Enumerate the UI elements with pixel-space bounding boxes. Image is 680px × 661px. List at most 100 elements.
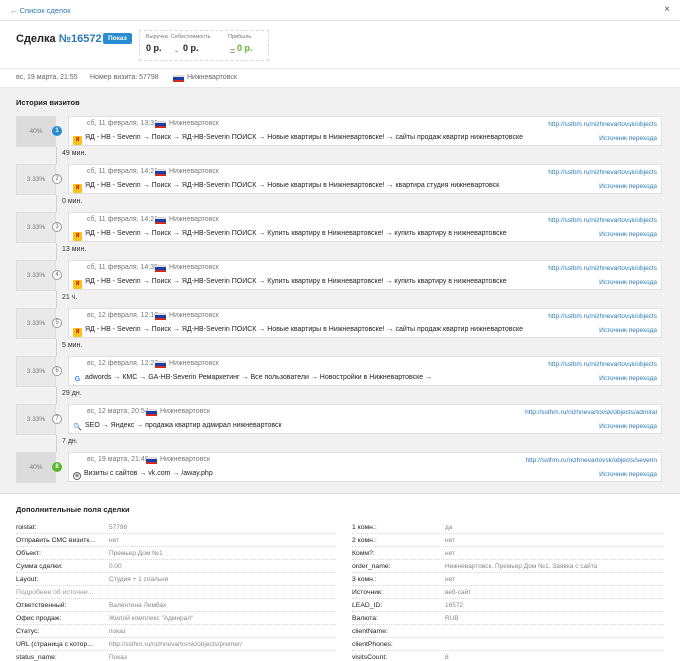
visit-date: вс, 12 февраля, 12:22 <box>87 360 159 367</box>
field-row: visitsCount: 8 <box>352 651 664 661</box>
russia-flag-icon <box>155 121 166 128</box>
timeline-line <box>56 339 57 356</box>
visit-card: сб, 11 февраля, 14:21 Нижневартовск http:/… <box>68 164 662 194</box>
russia-flag-icon <box>155 217 166 224</box>
field-row: status_name: Показ <box>16 651 336 661</box>
visit-card: сб, 11 февраля, 14:21 Нижневартовск http:/… <box>68 212 662 242</box>
field-row: Комм?: нет <box>352 547 664 560</box>
visit-interval: 49 мин. <box>62 150 87 157</box>
equals-sign: = <box>230 46 236 56</box>
visit-card: сб, 11 февраля, 13:31 Нижневартовск http:/… <box>68 116 662 146</box>
visit-city: Нижневартовск <box>169 168 219 175</box>
close-icon[interactable]: × <box>664 4 670 15</box>
field-value: Валентина Лимбах <box>109 602 167 609</box>
field-row: order_name: Нижневартовск. Премьер Дом №1… <box>352 560 664 573</box>
profit-value: 0 р. <box>237 43 253 53</box>
field-row: roistat: 57798 <box>16 521 336 534</box>
russia-flag-icon <box>155 361 166 368</box>
field-key: Подробнее об источни... <box>16 589 94 596</box>
source-link[interactable]: Источник перехода <box>599 375 657 382</box>
visit-url-link[interactable]: http://ssthm.ru/nizhnevartovsk/objects/s… <box>525 457 657 464</box>
visit-date: вс, 12 февраля, 12:16 <box>87 312 159 319</box>
field-value: Премьер Дом №1 <box>109 550 163 557</box>
field-key: clientName: <box>352 628 388 635</box>
field-value: 16572 <box>445 602 464 609</box>
visit-weight: 40% <box>16 116 56 147</box>
field-value: да <box>445 524 453 531</box>
visit-url-link[interactable]: http://ssthm.ru/nizhnevartovsk/objects <box>548 313 657 320</box>
source-link[interactable]: Источник перехода <box>599 471 657 478</box>
visit-city: Нижневартовск <box>169 312 219 319</box>
field-row: clientPhones: <box>352 638 664 651</box>
visit-city: Нижневартовск <box>169 216 219 223</box>
extra-fields-right-column: 1 комн.: да 2 комн.: нет Комм?: нет order_name… <box>352 521 664 661</box>
field-value: 8 <box>445 654 449 661</box>
deal-title: Сделка №16572 <box>16 33 113 45</box>
field-value: нет <box>445 537 455 544</box>
visit-url-link[interactable]: http://ssthm.ru/nizhnevartovsk/objects <box>548 121 657 128</box>
source-link[interactable]: Источник перехода <box>599 183 657 190</box>
extra-fields-left-column: roistat: 57798 Отправить СМС визитк... нет О… <box>16 521 336 661</box>
visit-interval: 0 мин. <box>62 198 83 205</box>
field-key: 2 комн.: <box>352 537 377 544</box>
visit-weight: 3.33% <box>16 356 56 387</box>
visit-date: сб, 11 февраля, 14:21 <box>87 216 159 223</box>
minus-sign: - <box>175 46 178 56</box>
visit-number: Номер визита: 57798 <box>90 74 159 81</box>
field-row: Валюта: RUB <box>352 612 664 625</box>
field-row: LEAD_ID: 16572 <box>352 599 664 612</box>
source-link[interactable]: Источник перехода <box>599 423 657 430</box>
yandex-direct-icon: Я <box>73 232 82 241</box>
russia-flag-icon <box>146 457 157 464</box>
yandex-direct-icon: Я <box>73 184 82 193</box>
field-row: 1 комн.: да <box>352 521 664 534</box>
field-key: Layout: <box>16 576 39 583</box>
field-value: нет <box>445 576 455 583</box>
deal-header: Сделка №16572 Показ Выручка 0 р. - Себес… <box>0 22 680 68</box>
field-value: 0.00 <box>109 563 122 570</box>
deal-number-link[interactable]: №16572 <box>58 33 102 45</box>
visit-url-link[interactable]: http://ssthm.ru/nizhnevartovsk/objects <box>548 169 657 176</box>
visit-city: Нижневартовск <box>160 408 210 415</box>
visit-card: вс, 12 марта, 20:54 Нижневартовск http://s… <box>68 404 662 434</box>
visit-interval: 21 ч. <box>62 294 78 301</box>
russia-flag-icon <box>155 313 166 320</box>
visit-source-path: Я ЯД - НВ - Severin → Поиск → ЯД-НВ-Sever… <box>73 134 523 145</box>
source-link[interactable]: Источник перехода <box>599 327 657 334</box>
source-link[interactable]: Источник перехода <box>599 231 657 238</box>
russia-flag-icon <box>146 409 157 416</box>
visit-url-link[interactable]: http://ssthm.ru/nizhnevartovsk/objects <box>548 217 657 224</box>
field-key: Статус: <box>16 628 40 635</box>
field-key: Источник: <box>352 589 383 596</box>
visit-date: сб, 11 февраля, 13:31 <box>87 120 159 127</box>
field-key: visitsCount: <box>352 654 388 661</box>
visit-path-text: adwords → КМС → GA-НВ-Severin Ремаркетин… <box>85 374 433 381</box>
extra-fields: Дополнительные поля сделки roistat: 57798… <box>0 493 680 661</box>
visit-weight: 3.33% <box>16 404 56 435</box>
source-link[interactable]: Источник перехода <box>599 279 657 286</box>
back-to-deals-link[interactable]: ← Список сделок <box>10 6 71 15</box>
visit-date: сб, 11 февраля, 14:21 <box>87 168 159 175</box>
visit-city: Нижневартовск <box>169 120 219 127</box>
field-row: Объект: Премьер Дом №1 <box>16 547 336 560</box>
website-globe-icon: ⊕ <box>73 472 81 480</box>
visit-url-link[interactable]: http://ssthm.ru/nizhnevartovsk/objects <box>548 265 657 272</box>
visit-number-marker: 5 <box>52 318 62 328</box>
field-key: 1 комн.: <box>352 524 377 531</box>
timeline-line <box>56 195 57 212</box>
source-link[interactable]: Источник перехода <box>599 135 657 142</box>
visit-number-marker: 1 <box>52 126 62 136</box>
field-row: Сумма сделки: 0.00 <box>16 560 336 573</box>
visit-interval: 7 дн. <box>62 438 78 445</box>
field-row: 3 комн.: нет <box>352 573 664 586</box>
visit-number-marker: 2 <box>52 174 62 184</box>
field-value: http://ssthm.ru/nizhnevartovsk/objects/p… <box>109 641 242 648</box>
field-row: Статус: показ <box>16 625 336 638</box>
field-key: Ответственный: <box>16 602 67 609</box>
visit-url-link[interactable]: http://ssthm.ru/nizhnevartovsk/objects <box>548 361 657 368</box>
visit-path-text: ЯД - НВ - Severin → Поиск → ЯД-НВ-Severi… <box>85 134 523 141</box>
visit-path-text: ЯД - НВ - Severin → Поиск → ЯД-НВ-Severi… <box>85 326 523 333</box>
visit-url-link[interactable]: http://ssthm.ru/nizhnevartovsk/objects/a… <box>525 409 657 416</box>
field-key: Отправить СМС визитк... <box>16 537 95 544</box>
visit-weight: 3.33% <box>16 212 56 243</box>
